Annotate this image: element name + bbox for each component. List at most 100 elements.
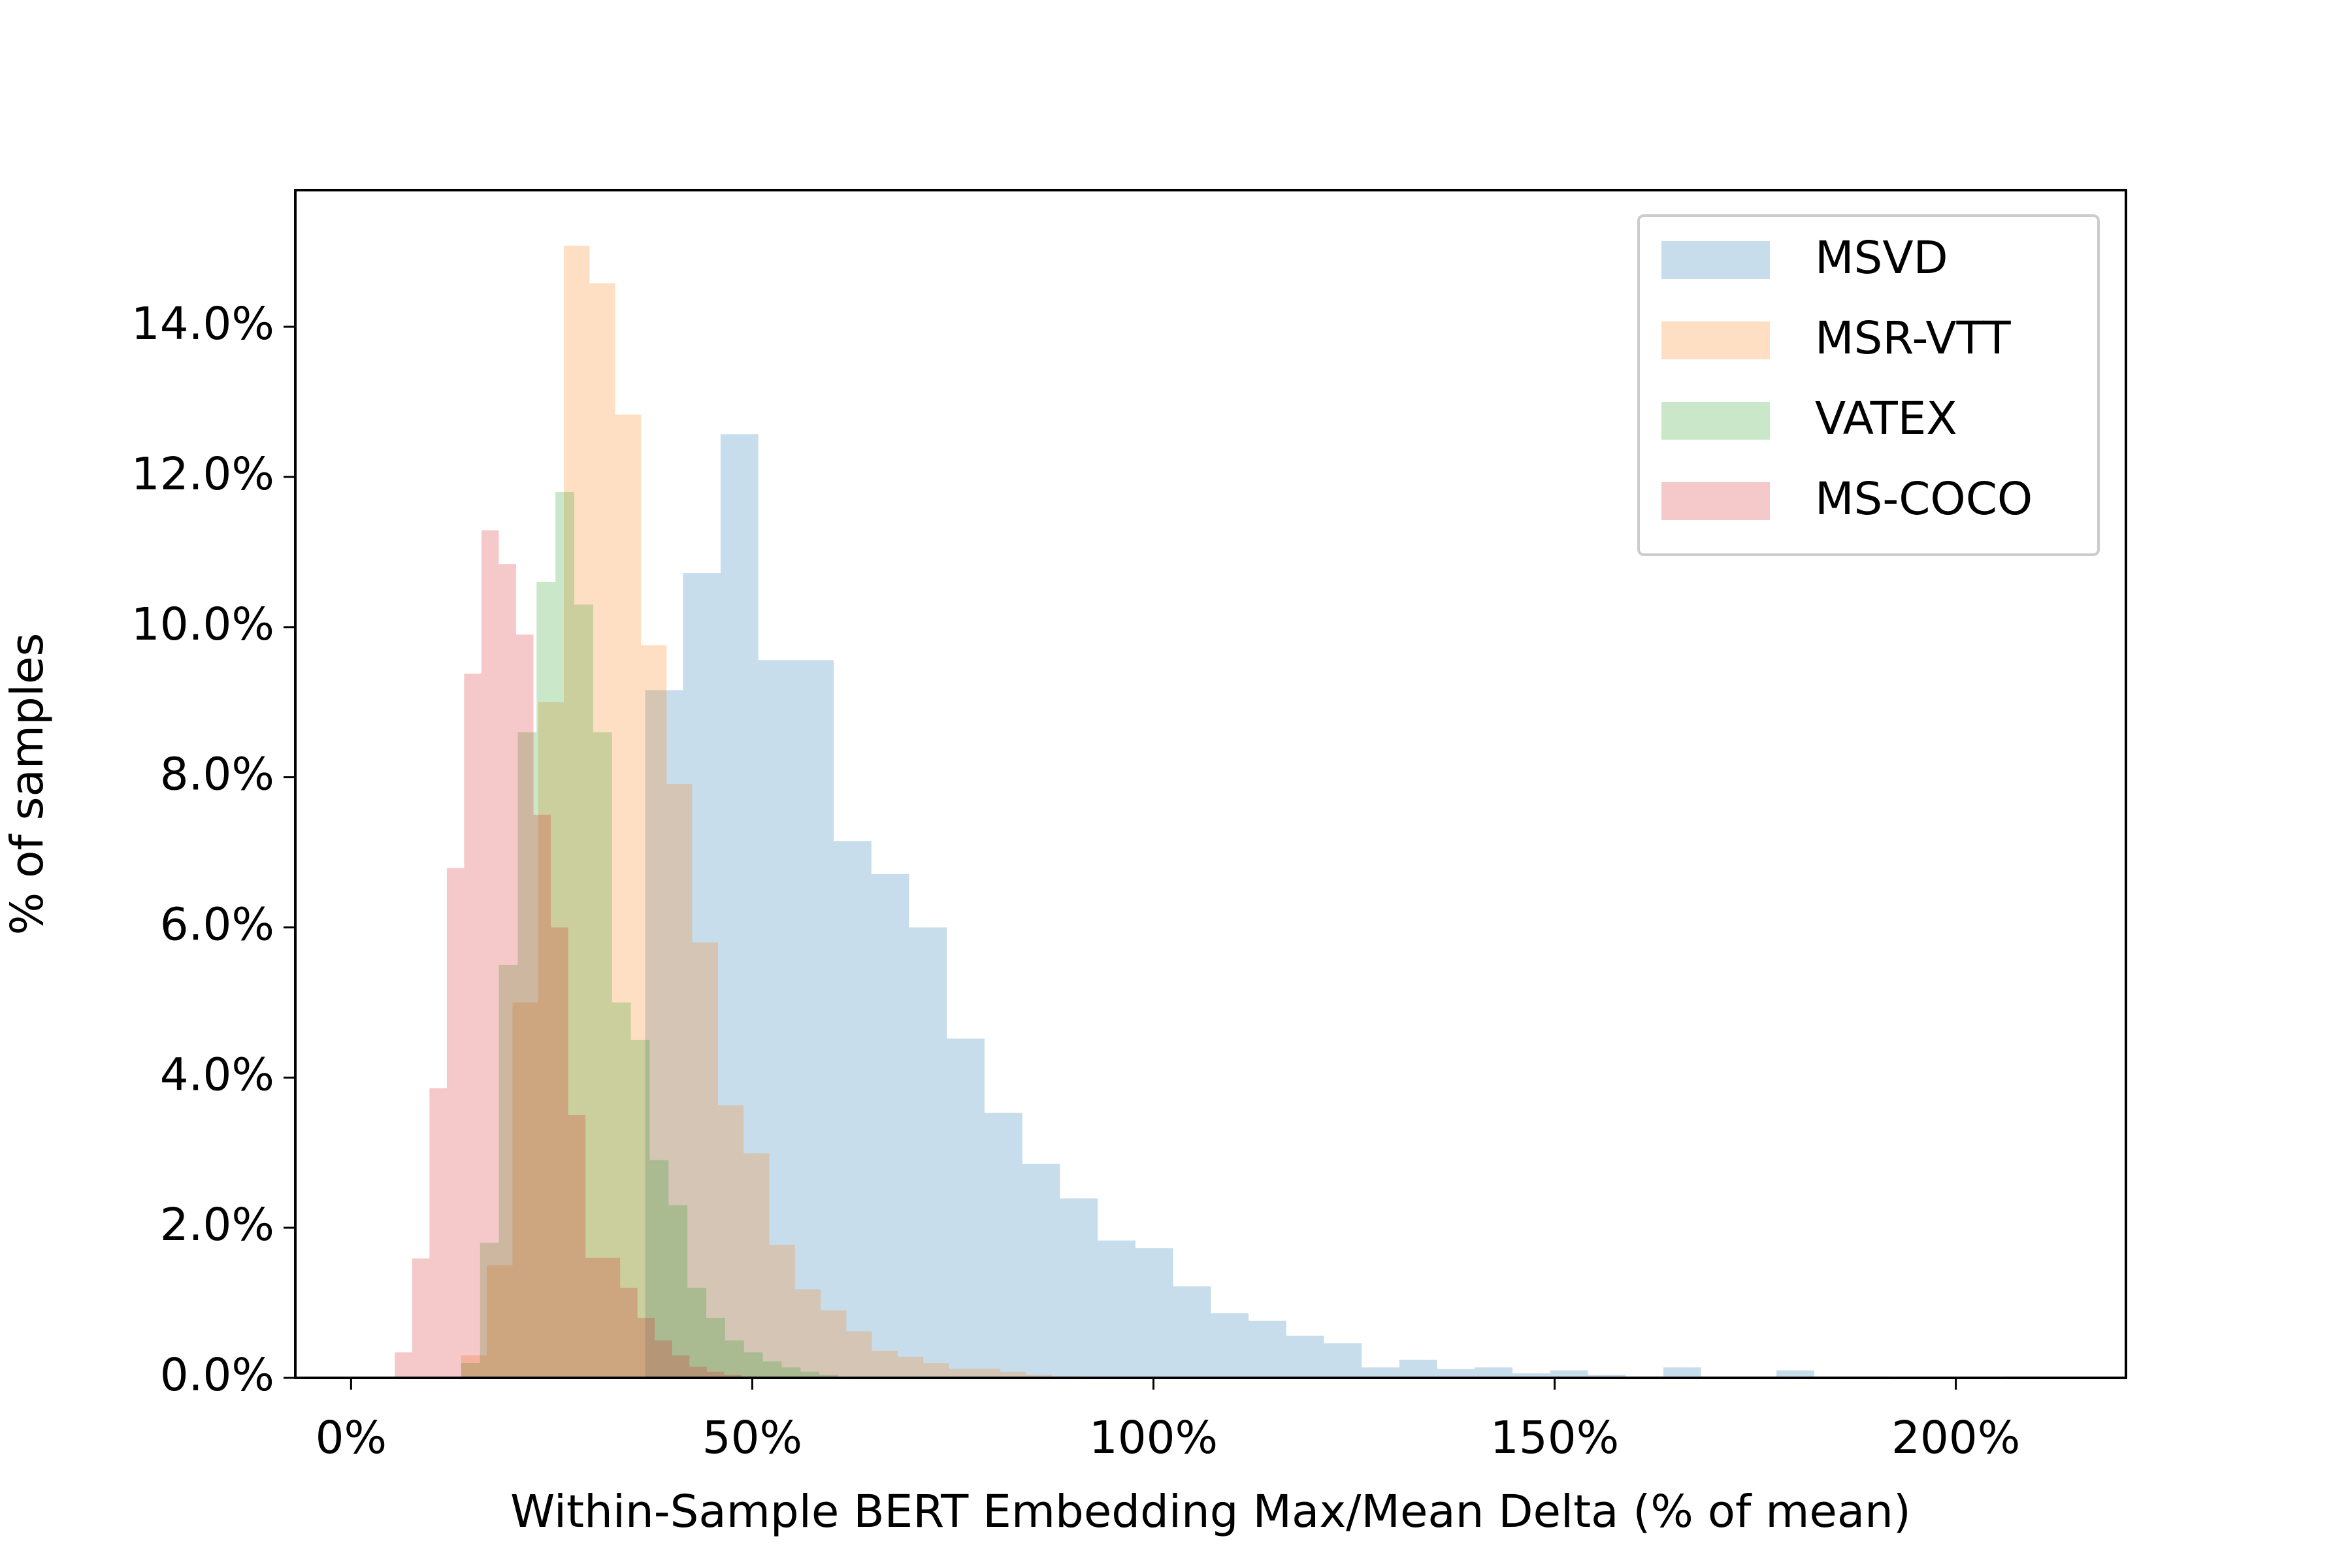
histogram-bar — [640, 645, 667, 1378]
histogram-bar — [446, 868, 465, 1378]
y-tick-label: 4.0% — [160, 1049, 274, 1101]
legend-label: MSR-VTT — [1815, 312, 2011, 365]
histogram-bar — [1026, 1375, 1052, 1378]
histogram-bar — [800, 1371, 820, 1378]
histogram-bar — [717, 1105, 744, 1378]
plot-area — [395, 246, 2041, 1379]
histogram-bar — [821, 1310, 847, 1378]
x-tick-label: 200% — [1891, 1412, 2020, 1464]
histogram-bar — [947, 1038, 985, 1378]
y-tick-label: 12.0% — [131, 448, 274, 500]
histogram-bar — [412, 1258, 430, 1378]
histogram-bar — [689, 1366, 707, 1378]
histogram-bar — [949, 1369, 975, 1378]
axes-frame — [294, 189, 2127, 1379]
histogram-bar — [706, 1371, 725, 1378]
histogram-bar — [871, 874, 909, 1378]
histogram-bar — [589, 283, 615, 1379]
histogram-bar — [487, 1265, 513, 1378]
y-tick-label: 2.0% — [160, 1199, 274, 1251]
histogram-bar — [1437, 1369, 1475, 1378]
legend-label: MSVD — [1815, 232, 1948, 284]
histogram-bar — [655, 1340, 672, 1378]
histogram-bar — [672, 1355, 690, 1378]
histogram-bar — [461, 1363, 480, 1378]
histogram-bar — [630, 1039, 650, 1378]
histogram-bar — [683, 573, 721, 1378]
histogram-bar — [720, 434, 759, 1378]
histogram-bar — [1000, 1371, 1026, 1378]
x-tick-label: 0% — [316, 1412, 387, 1464]
y-tick-label: 8.0% — [160, 749, 274, 801]
histogram-bar — [480, 1243, 499, 1378]
legend-label: VATEX — [1815, 393, 1957, 445]
histogram-bar — [1550, 1370, 1588, 1378]
histogram-bar — [666, 784, 693, 1378]
histogram-bar — [498, 964, 518, 1378]
legend-swatch — [1661, 241, 1770, 279]
histogram-bar — [794, 1289, 821, 1378]
histogram-bar — [464, 674, 482, 1378]
histogram-bar — [1249, 1320, 1286, 1378]
histogram-bar — [1475, 1367, 1513, 1378]
histogram-bar — [743, 1153, 770, 1378]
x-tick-label: 150% — [1490, 1412, 1619, 1464]
histogram-bar — [1512, 1373, 1550, 1378]
histogram-bar — [533, 815, 551, 1378]
histogram-bar — [984, 1113, 1022, 1378]
histogram-bar — [1022, 1164, 1060, 1378]
histogram-bar — [564, 246, 590, 1378]
histogram-bar — [872, 1350, 898, 1378]
histogram-bar — [1588, 1375, 1626, 1378]
histogram-bar — [692, 942, 718, 1378]
histogram-bar — [568, 1115, 586, 1378]
histogram-bar — [551, 927, 568, 1378]
histogram-bar — [758, 660, 796, 1379]
histogram-bar — [1776, 1370, 1814, 1378]
histogram-bar — [781, 1367, 801, 1378]
histogram-bar — [395, 1352, 412, 1378]
histogram-bar — [429, 1088, 447, 1378]
histogram-bar — [1663, 1367, 1701, 1378]
histogram-bar — [615, 414, 641, 1379]
histogram-bar — [974, 1369, 1001, 1378]
histogram-bar — [649, 1160, 669, 1378]
histogram-bar — [517, 732, 537, 1378]
histogram-bar — [743, 1352, 763, 1378]
legend-label: MS-COCO — [1815, 473, 2033, 525]
histogram-bar — [585, 1258, 603, 1378]
histogram-bar — [1399, 1360, 1437, 1378]
histogram-bar — [1362, 1367, 1399, 1378]
histogram-bar — [1324, 1343, 1362, 1378]
histogram-bar — [1173, 1286, 1211, 1378]
histogram-bar — [1211, 1313, 1249, 1378]
histogram-bar — [620, 1288, 638, 1378]
histogram-bar — [725, 1340, 744, 1378]
histogram-bar — [481, 530, 499, 1378]
histogram-bar — [819, 1375, 839, 1378]
y-tick-label: 14.0% — [131, 298, 274, 350]
histogram-bar — [834, 841, 872, 1378]
legend-swatch — [1661, 321, 1770, 359]
histogram-bar — [612, 1002, 631, 1378]
histogram-bar — [602, 1258, 621, 1378]
histogram-bar — [512, 1002, 538, 1378]
x-tick-label: 100% — [1089, 1412, 1218, 1464]
histogram-bar — [668, 1205, 688, 1378]
histogram-bar — [796, 660, 834, 1379]
histogram-bar — [593, 732, 612, 1378]
histogram-bar — [574, 604, 593, 1378]
histogram-bar — [724, 1375, 742, 1378]
histogram-bar — [687, 1288, 707, 1378]
histogram-bar — [555, 491, 575, 1378]
y-axis-label: % of samples — [1, 633, 54, 936]
x-tick-label: 50% — [702, 1412, 802, 1464]
histogram-bar — [637, 1318, 655, 1378]
histogram-bar — [923, 1363, 949, 1378]
histogram-bar — [461, 1355, 487, 1378]
histogram-bar — [909, 927, 947, 1378]
histogram-bar — [1135, 1248, 1173, 1378]
histogram-bar — [897, 1356, 924, 1378]
histogram-bar — [1060, 1198, 1098, 1378]
